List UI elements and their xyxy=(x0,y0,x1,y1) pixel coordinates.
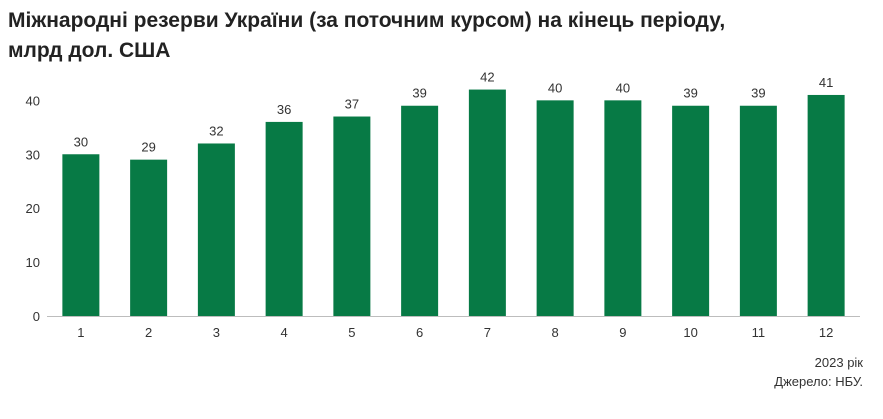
x-tick-label: 10 xyxy=(683,325,697,340)
x-tick-label: 4 xyxy=(281,325,288,340)
bar xyxy=(197,143,235,316)
bar-value-label: 39 xyxy=(683,86,697,101)
bar xyxy=(739,105,777,316)
x-tick-label: 8 xyxy=(552,325,559,340)
bar-value-label: 40 xyxy=(548,80,562,95)
bar-value-label: 37 xyxy=(345,97,359,112)
bar xyxy=(536,100,574,316)
x-tick-label: 12 xyxy=(819,325,833,340)
bar xyxy=(265,121,303,316)
x-tick-label: 11 xyxy=(752,325,766,340)
bar-value-label: 36 xyxy=(277,102,291,117)
y-tick-label: 20 xyxy=(26,201,40,216)
bar-value-label: 42 xyxy=(480,70,494,85)
bar-value-label: 32 xyxy=(209,123,223,138)
chart-title-line-1: Міжнародні резерви України (за поточним … xyxy=(8,9,726,32)
x-tick-label: 7 xyxy=(484,325,491,340)
bar xyxy=(807,94,845,317)
bar xyxy=(130,159,168,316)
bar-value-label: 39 xyxy=(751,86,765,101)
bar-value-label: 41 xyxy=(819,75,833,90)
bar xyxy=(604,100,642,316)
bar-value-label: 39 xyxy=(412,86,426,101)
x-tick-label: 3 xyxy=(213,325,220,340)
bar-value-label: 29 xyxy=(141,140,155,155)
x-tick-label: 2 xyxy=(145,325,152,340)
y-tick-label: 40 xyxy=(26,93,40,108)
chart-title-line-2: млрд дол. США xyxy=(8,39,171,62)
bar xyxy=(333,116,371,317)
bar xyxy=(672,105,710,316)
bar xyxy=(468,89,506,316)
source-note: Джерело: НБУ. xyxy=(774,374,863,389)
bar-value-label: 40 xyxy=(616,80,630,95)
y-tick-label: 30 xyxy=(26,147,40,162)
bar-value-label: 30 xyxy=(74,134,88,149)
bar xyxy=(401,105,439,316)
x-tick-label: 5 xyxy=(348,325,355,340)
bar xyxy=(62,154,100,316)
chart-title: Міжнародні резерви України (за поточним … xyxy=(8,6,868,66)
year-note: 2023 рік xyxy=(814,355,863,370)
y-tick-label: 10 xyxy=(26,255,40,270)
x-tick-label: 9 xyxy=(619,325,626,340)
y-tick-label: 0 xyxy=(33,309,40,324)
x-tick-label: 1 xyxy=(77,325,84,340)
x-tick-label: 6 xyxy=(416,325,423,340)
